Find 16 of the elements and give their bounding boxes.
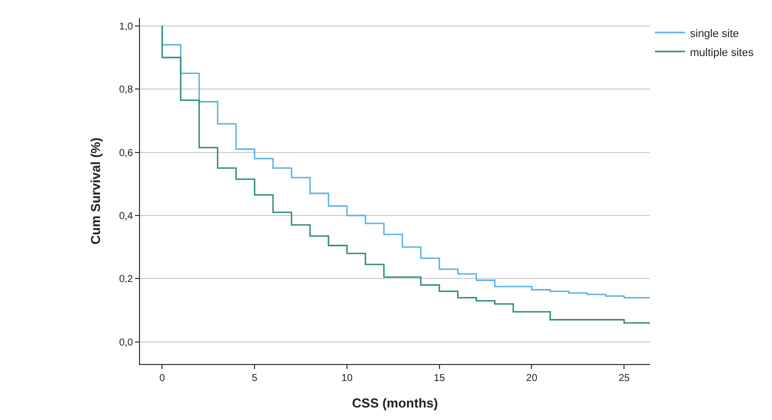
y-tick-label: 1,0 [119,21,134,32]
x-tick-label: 10 [341,373,353,384]
x-tick-label: 5 [252,373,258,384]
y-tick-label: 0,4 [119,210,134,222]
y-tick-label: 0,6 [119,148,134,159]
x-axis-title: CSS (months) [352,396,438,411]
y-axis-title: Cum Survival (%) [88,138,104,244]
x-tick-label: 20 [526,373,538,384]
y-tick-label: 0,8 [119,84,134,96]
x-tick-label: 15 [434,373,446,384]
legend-label: multiple sites [690,46,754,59]
y-tick-label: 0,2 [119,274,134,286]
x-tick-label: 0 [159,373,166,384]
legend-label: single site [690,28,739,40]
y-tick-label: 0,0 [119,337,134,348]
x-tick-label: 25 [618,373,630,384]
